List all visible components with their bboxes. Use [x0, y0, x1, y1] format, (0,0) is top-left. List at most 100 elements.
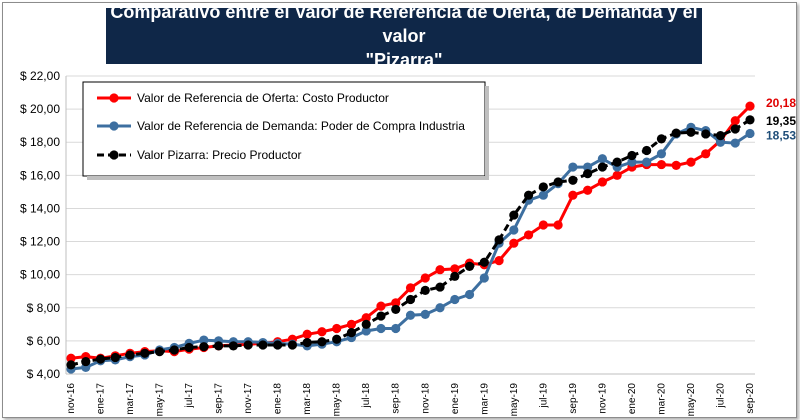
legend-shadow — [87, 176, 489, 180]
series-3-point — [317, 337, 327, 347]
series-3-point — [346, 328, 357, 338]
series-2-point — [656, 149, 667, 159]
series-3-point — [523, 190, 534, 200]
series-2-point — [479, 273, 489, 283]
x-tick-label: ene-19 — [450, 383, 461, 415]
x-tick-label: sep-20 — [745, 383, 756, 414]
series-1-point — [671, 160, 681, 170]
series-3-point — [715, 131, 726, 141]
series-1-point — [509, 238, 519, 248]
series-3-point — [435, 282, 445, 292]
series-3-point — [420, 285, 430, 295]
series-2-point — [730, 138, 740, 148]
end-value-label: 19,35 — [766, 114, 796, 128]
series-3-point — [568, 175, 578, 185]
series-3-point — [391, 304, 401, 315]
series-1-point — [701, 149, 711, 159]
series-3-point — [627, 150, 637, 161]
series-3-point — [140, 348, 150, 358]
legend-shadow — [485, 86, 489, 180]
x-tick-label: mar-19 — [479, 383, 490, 415]
chart-title-line-2: "Pizarra" — [365, 50, 443, 70]
series-3-point — [199, 342, 209, 352]
series-2-point — [568, 162, 578, 172]
legend-swatch-marker — [109, 121, 119, 131]
series-3-point — [332, 334, 342, 344]
y-tick-label: $ 14,00 — [20, 201, 60, 215]
series-1-point — [523, 230, 534, 240]
series-1-point — [730, 116, 740, 126]
series-3-point — [494, 235, 504, 245]
series-3-point — [538, 182, 548, 192]
x-tick-label: jul-17 — [184, 383, 195, 409]
x-tick-label: may-17 — [155, 383, 166, 417]
series-2-point — [745, 128, 755, 139]
series-1-point — [391, 298, 401, 308]
series-3-point — [258, 340, 268, 350]
series-3-point — [95, 354, 106, 364]
series-2-point — [715, 137, 726, 147]
series-2-point — [405, 310, 416, 320]
series-3-point — [612, 157, 622, 167]
series-2-point — [464, 289, 475, 300]
series-3-point — [479, 257, 489, 267]
chart-title-box: Comparativo entre el Valor de Referencia… — [106, 2, 702, 70]
y-tick-label: $ 10,00 — [20, 268, 60, 282]
series-2-point — [583, 162, 593, 172]
series-3-point — [66, 360, 76, 370]
legend-entry-label: Valor de Referencia de Oferta: Costo Pro… — [137, 91, 389, 105]
x-tick-label: ene-20 — [627, 383, 638, 415]
series-2-point — [450, 294, 460, 305]
series-1-point — [346, 319, 357, 329]
series-1-point — [302, 329, 312, 339]
x-tick-label: nov-18 — [420, 383, 431, 414]
series-1-point — [435, 265, 445, 275]
series-2-point — [361, 326, 371, 336]
series-3-point — [642, 145, 652, 156]
series-3-point — [273, 340, 283, 350]
line-chart: $ 4,00 $ 6,00 $ 8,00 $ 10,00 $ 12,00 $ 14,00 $… — [20, 69, 796, 417]
y-tick-label: $ 4,00 — [27, 367, 61, 381]
series-2-point — [199, 335, 209, 345]
series-1-point — [332, 323, 342, 334]
series-3-point — [214, 341, 224, 351]
x-tick-label: may-20 — [686, 383, 697, 417]
series-2-point — [509, 225, 519, 235]
series-3-point — [81, 356, 91, 367]
y-tick-label: $ 22,00 — [20, 69, 60, 83]
series-3-point — [169, 345, 179, 355]
y-tick-label: $ 20,00 — [20, 102, 60, 116]
x-tick-label: mar-17 — [125, 383, 136, 415]
series-2-point — [420, 309, 430, 319]
series-1-point — [494, 255, 504, 266]
series-3-point — [228, 341, 238, 351]
series-3-point — [671, 128, 681, 138]
series-1-point — [656, 159, 667, 170]
series-3-point — [184, 342, 194, 353]
series-2-point — [435, 303, 445, 313]
series-3-point — [656, 134, 667, 144]
x-tick-label: may-19 — [509, 383, 520, 417]
series-2-point — [376, 323, 386, 334]
series-3-point — [509, 210, 519, 220]
series-1-point — [583, 185, 593, 195]
series-1-point — [597, 177, 607, 187]
series-3-point — [376, 311, 386, 321]
series-1-point — [538, 220, 548, 230]
legend-swatch-marker — [109, 150, 119, 160]
chart-title-line-1: Comparativo entre el Valor de Referencia… — [110, 2, 698, 46]
x-tick-label: nov-17 — [243, 383, 254, 414]
series-3-point — [686, 127, 696, 137]
series-3-point — [701, 129, 711, 139]
series-3-point — [287, 340, 298, 350]
series-2-point — [627, 157, 637, 167]
legend-entry-label: Valor de Referencia de Demanda: Poder de… — [137, 119, 465, 133]
y-tick-label: $ 18,00 — [20, 135, 60, 149]
series-1-point — [745, 101, 755, 111]
x-tick-label: may-18 — [332, 383, 343, 417]
series-3-point — [464, 261, 475, 271]
x-tick-label: nov-19 — [597, 383, 608, 414]
y-tick-label: $ 8,00 — [27, 301, 61, 315]
x-tick-label: mar-20 — [656, 383, 667, 415]
